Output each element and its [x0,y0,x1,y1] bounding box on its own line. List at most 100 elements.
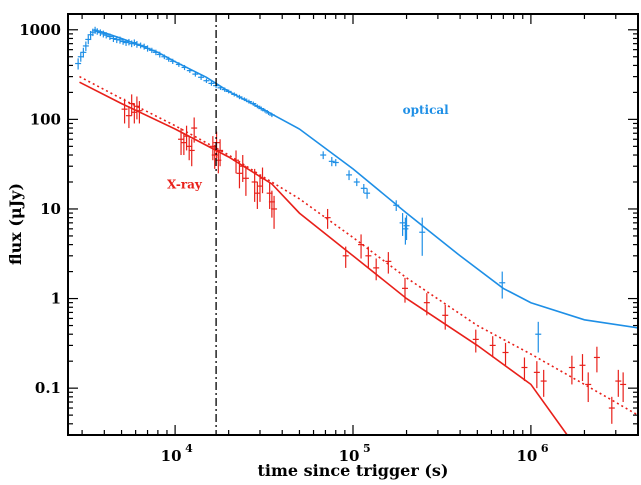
data-point-x-ray [271,195,278,229]
x-tick-exponent: 6 [541,442,549,455]
data-point-optical [268,112,275,118]
data-point-optical [320,151,327,160]
data-point-x-ray [188,139,195,167]
data-point-optical [152,49,159,56]
data-point-x-ray [191,117,198,143]
x-tick-label: 10 [161,447,182,465]
data-point-optical [225,89,232,94]
data-point-optical [217,85,224,90]
data-point-x-ray [502,342,509,366]
data-point-optical [85,35,92,45]
data-point-x-ray [401,277,408,303]
data-point-x-ray [385,252,392,274]
data-point-x-ray [358,234,365,259]
y-tick-label: 10 [40,200,61,218]
data-point-optical [94,28,101,35]
series-label-optical: optical [403,103,450,117]
series-label-x-ray: X-ray [167,177,203,191]
data-point-x-ray [593,346,600,373]
data-point-x-ray [180,133,187,156]
data-point-optical [346,170,353,181]
data-point-x-ray [125,106,132,129]
data-point-optical [128,40,135,48]
data-point-x-ray [251,168,258,202]
y-axis-label: flux (μJy) [6,183,25,265]
x-tick-label: 10 [516,447,537,465]
model-curve-x-ray-solid [79,81,568,436]
data-point-optical [499,271,506,299]
data-point-x-ray [233,150,240,174]
data-point-optical [100,30,107,38]
data-point-optical [161,54,168,60]
data-point-optical [125,38,132,46]
data-point-x-ray [373,258,380,281]
data-points [75,26,627,424]
data-point-optical [419,217,426,256]
data-point-optical [186,68,193,73]
y-tick-label: 100 [30,110,61,128]
data-point-x-ray [489,336,496,358]
data-point-optical [110,35,117,43]
data-point-x-ray [521,357,528,382]
data-point-x-ray [217,139,224,167]
y-tick-label: 1000 [19,21,61,39]
data-point-optical [403,215,410,241]
data-point-optical [245,99,252,104]
data-point-optical [192,71,199,77]
data-point-optical [203,78,210,83]
data-point-optical [97,29,104,37]
data-point-x-ray [136,101,143,124]
data-point-optical [261,108,268,113]
data-point-optical [103,32,110,39]
data-point-optical [106,33,113,40]
data-point-optical [332,159,339,167]
data-point-optical [181,64,188,71]
data-point-x-ray [365,246,372,268]
data-point-optical [258,106,265,111]
x-tick-exponent: 4 [185,442,193,455]
data-point-optical [250,101,257,106]
data-point-x-ray [579,354,586,382]
data-point-x-ray [236,162,243,189]
data-point-optical [364,188,371,199]
x-axis-label: time since trigger (s) [258,461,449,480]
data-point-optical [120,38,127,45]
data-point-x-ray [239,155,246,182]
data-point-x-ray [342,246,349,268]
data-point-optical [144,45,151,52]
data-point-optical [328,157,335,167]
data-point-x-ray [620,372,627,403]
data-point-optical [535,321,542,353]
data-point-optical [241,97,248,102]
data-point-x-ray [178,128,185,156]
data-point-optical [198,74,205,81]
data-point-x-ray [442,304,449,330]
data-point-x-ray [324,208,331,229]
data-point-optical [221,87,228,92]
data-point-x-ray [121,98,128,124]
data-point-optical [402,217,409,245]
data-point-optical [393,200,400,211]
data-point-optical [116,36,123,44]
series-labels: optical X-ray [167,103,449,191]
data-point-x-ray [423,293,430,316]
data-point-optical [265,111,272,115]
data-point-optical [148,47,155,54]
plot-area [75,14,639,436]
y-tick-label: 0.1 [35,379,61,397]
data-point-optical [141,43,148,50]
axis-ticks [68,14,639,436]
data-point-x-ray [472,329,479,353]
x-tick-label: 10 [339,447,360,465]
data-point-optical [254,104,261,109]
data-point-optical [75,58,82,70]
data-point-optical [156,51,163,58]
data-point-x-ray [615,369,622,397]
data-point-x-ray [568,355,575,385]
data-point-optical [169,58,176,64]
data-point-optical [231,92,238,97]
data-point-optical [165,56,172,62]
data-point-x-ray [533,361,540,389]
